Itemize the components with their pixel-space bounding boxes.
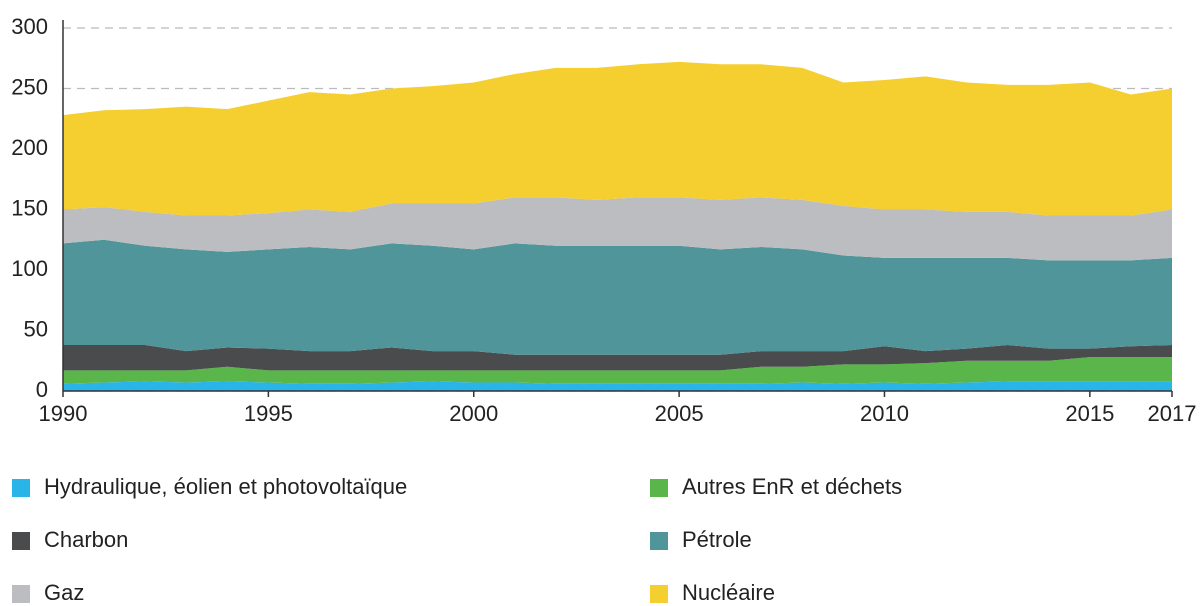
x-tick-label: 2017 — [1148, 401, 1197, 426]
legend-label: Pétrole — [682, 527, 752, 552]
x-tick-label: 2010 — [860, 401, 909, 426]
legend-label: Autres EnR et déchets — [682, 474, 902, 499]
legend-swatch — [650, 532, 668, 550]
area — [63, 239, 1172, 355]
legend-swatch — [12, 585, 30, 603]
legend-swatch — [12, 479, 30, 497]
legend-label: Charbon — [44, 527, 128, 552]
y-tick-label: 50 — [24, 316, 48, 341]
legend-swatch — [650, 585, 668, 603]
y-tick-label: 200 — [11, 135, 48, 160]
area — [63, 61, 1172, 216]
y-tick-label: 0 — [36, 377, 48, 402]
x-tick-label: 2005 — [655, 401, 704, 426]
x-tick-label: 2015 — [1065, 401, 1114, 426]
y-tick-label: 300 — [11, 14, 48, 39]
y-tick-label: 250 — [11, 74, 48, 99]
legend-label: Hydraulique, éolien et photovoltaïque — [44, 474, 407, 499]
x-tick-label: 1990 — [39, 401, 88, 426]
legend-label: Gaz — [44, 580, 84, 605]
y-tick-label: 100 — [11, 256, 48, 281]
area — [63, 197, 1172, 261]
x-tick-label: 2000 — [449, 401, 498, 426]
y-tick-label: 150 — [11, 195, 48, 220]
legend-swatch — [650, 479, 668, 497]
legend-label: Nucléaire — [682, 580, 775, 605]
area — [63, 345, 1172, 371]
legend-swatch — [12, 532, 30, 550]
x-tick-label: 1995 — [244, 401, 293, 426]
